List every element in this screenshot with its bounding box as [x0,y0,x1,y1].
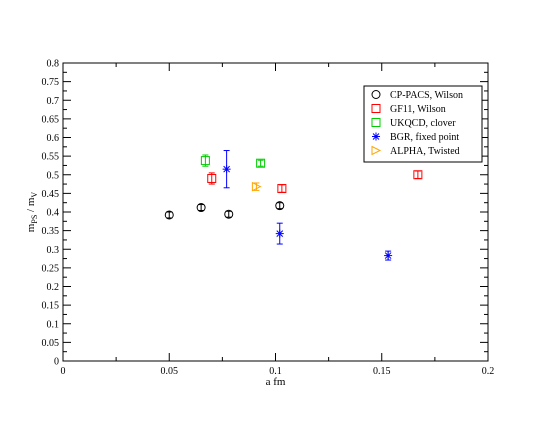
data-point [275,222,284,245]
point-marker [275,229,284,238]
y-tick-label: 0.2 [47,282,60,293]
y-tick-label: 0.35 [42,226,60,237]
y-tick-label: 0.65 [42,114,60,125]
x-axis-ticks: 0 0.05 0.1 0.15 0.2 [61,63,495,377]
point-marker [196,203,206,213]
legend-item: GF11, Wilson [371,104,446,115]
marker-stroke [276,230,284,237]
marker-shape [277,184,287,194]
series-1 [207,170,423,194]
x-tick-label: 0.05 [161,366,179,377]
y-axis-label: mPS / mV [25,192,39,233]
legend-marker [372,132,380,141]
legend-item: BGR, fixed point [372,132,459,143]
legend-label: UKQCD, clover [390,118,456,129]
y-axis-label-sub-ps: PS [30,215,39,224]
y-tick-label: 0.75 [42,77,60,88]
legend-item: ALPHA, Twisted [371,145,460,157]
point-marker [224,209,234,219]
y-tick-label: 0.05 [42,338,60,349]
series-0 [164,201,285,220]
y-axis-label-mid: / m [25,197,37,215]
x-axis-label: a fm [266,376,286,388]
series-2 [200,154,266,168]
x-tick-label: 0.2 [482,366,495,377]
y-axis-label-sub-v: V [30,192,39,198]
y-axis-ticks: 0 0.05 0.1 0.15 0.2 0.25 0.3 0.35 0.4 0.45 0.5 0.55… [42,59,488,368]
legend-marker [371,145,382,156]
marker-shape [164,210,174,220]
marker-shape [251,181,262,192]
data-point [413,170,423,180]
marker-shape [256,158,266,168]
data-point [384,250,393,261]
y-tick-label: 0.25 [42,263,60,274]
legend-item: CP-PACS, Wilson [371,90,463,101]
legend-label: CP-PACS, Wilson [390,90,463,101]
point-marker [251,181,262,192]
y-tick-label: 0.1 [47,319,60,330]
point-marker [275,201,285,211]
point-marker [384,251,393,260]
y-axis-label-main: m [25,223,37,232]
y-tick-label: 0.6 [47,133,60,144]
data-point [164,210,174,220]
marker-shape [371,104,381,113]
marker-shape [224,209,234,219]
point-marker [164,210,174,220]
y-tick-label: 0.45 [42,189,60,200]
marker-stroke [223,165,230,173]
marker-stroke [384,252,392,259]
y-tick-label: 0.3 [47,245,60,256]
marker-shape [413,170,423,180]
point-marker [256,158,266,168]
y-tick-label: 0.15 [42,301,60,312]
marker-shape [275,201,285,211]
data-marks [164,150,423,261]
x-tick-label: 0.1 [269,366,282,377]
legend-label: GF11, Wilson [390,104,446,115]
data-point [207,172,217,185]
legend-box [363,85,483,163]
y-tick-label: 0.7 [47,96,60,107]
marker-shape [371,90,381,99]
data-point [224,209,234,219]
series-3 [222,150,393,261]
data-point [251,181,262,192]
point-marker [413,170,423,180]
point-marker [207,173,217,183]
data-point [200,154,210,167]
y-tick-label: 0.55 [42,152,60,163]
legend-label: ALPHA, Twisted [390,146,460,157]
x-tick-label: 0.15 [373,366,391,377]
legend-marker [371,104,381,113]
y-tick-label: 0.8 [47,59,60,70]
legend-marker [371,90,381,99]
marker-shape [371,118,381,127]
point-marker [277,184,287,194]
x-tick-label: 0 [61,366,66,377]
marker-shape [196,203,206,213]
legend: CP-PACS, Wilson GF11, Wilson UKQCD, clover… [363,85,483,163]
data-point [222,150,231,189]
marker-shape [207,173,217,183]
data-point [275,201,285,211]
y-tick-label: 0.5 [47,170,60,181]
marker-shape [371,145,382,156]
marker-stroke [372,133,380,140]
legend-marker [371,118,381,127]
marker-shape [200,156,210,166]
y-tick-label: 0 [54,357,59,368]
point-marker [200,156,210,166]
legend-label: BGR, fixed point [390,132,459,143]
data-point [196,203,206,213]
data-point [277,184,287,194]
point-marker [222,165,231,174]
series-4 [251,181,262,192]
y-tick-label: 0.4 [47,208,60,219]
data-point [256,158,266,168]
legend-item: UKQCD, clover [371,118,456,129]
